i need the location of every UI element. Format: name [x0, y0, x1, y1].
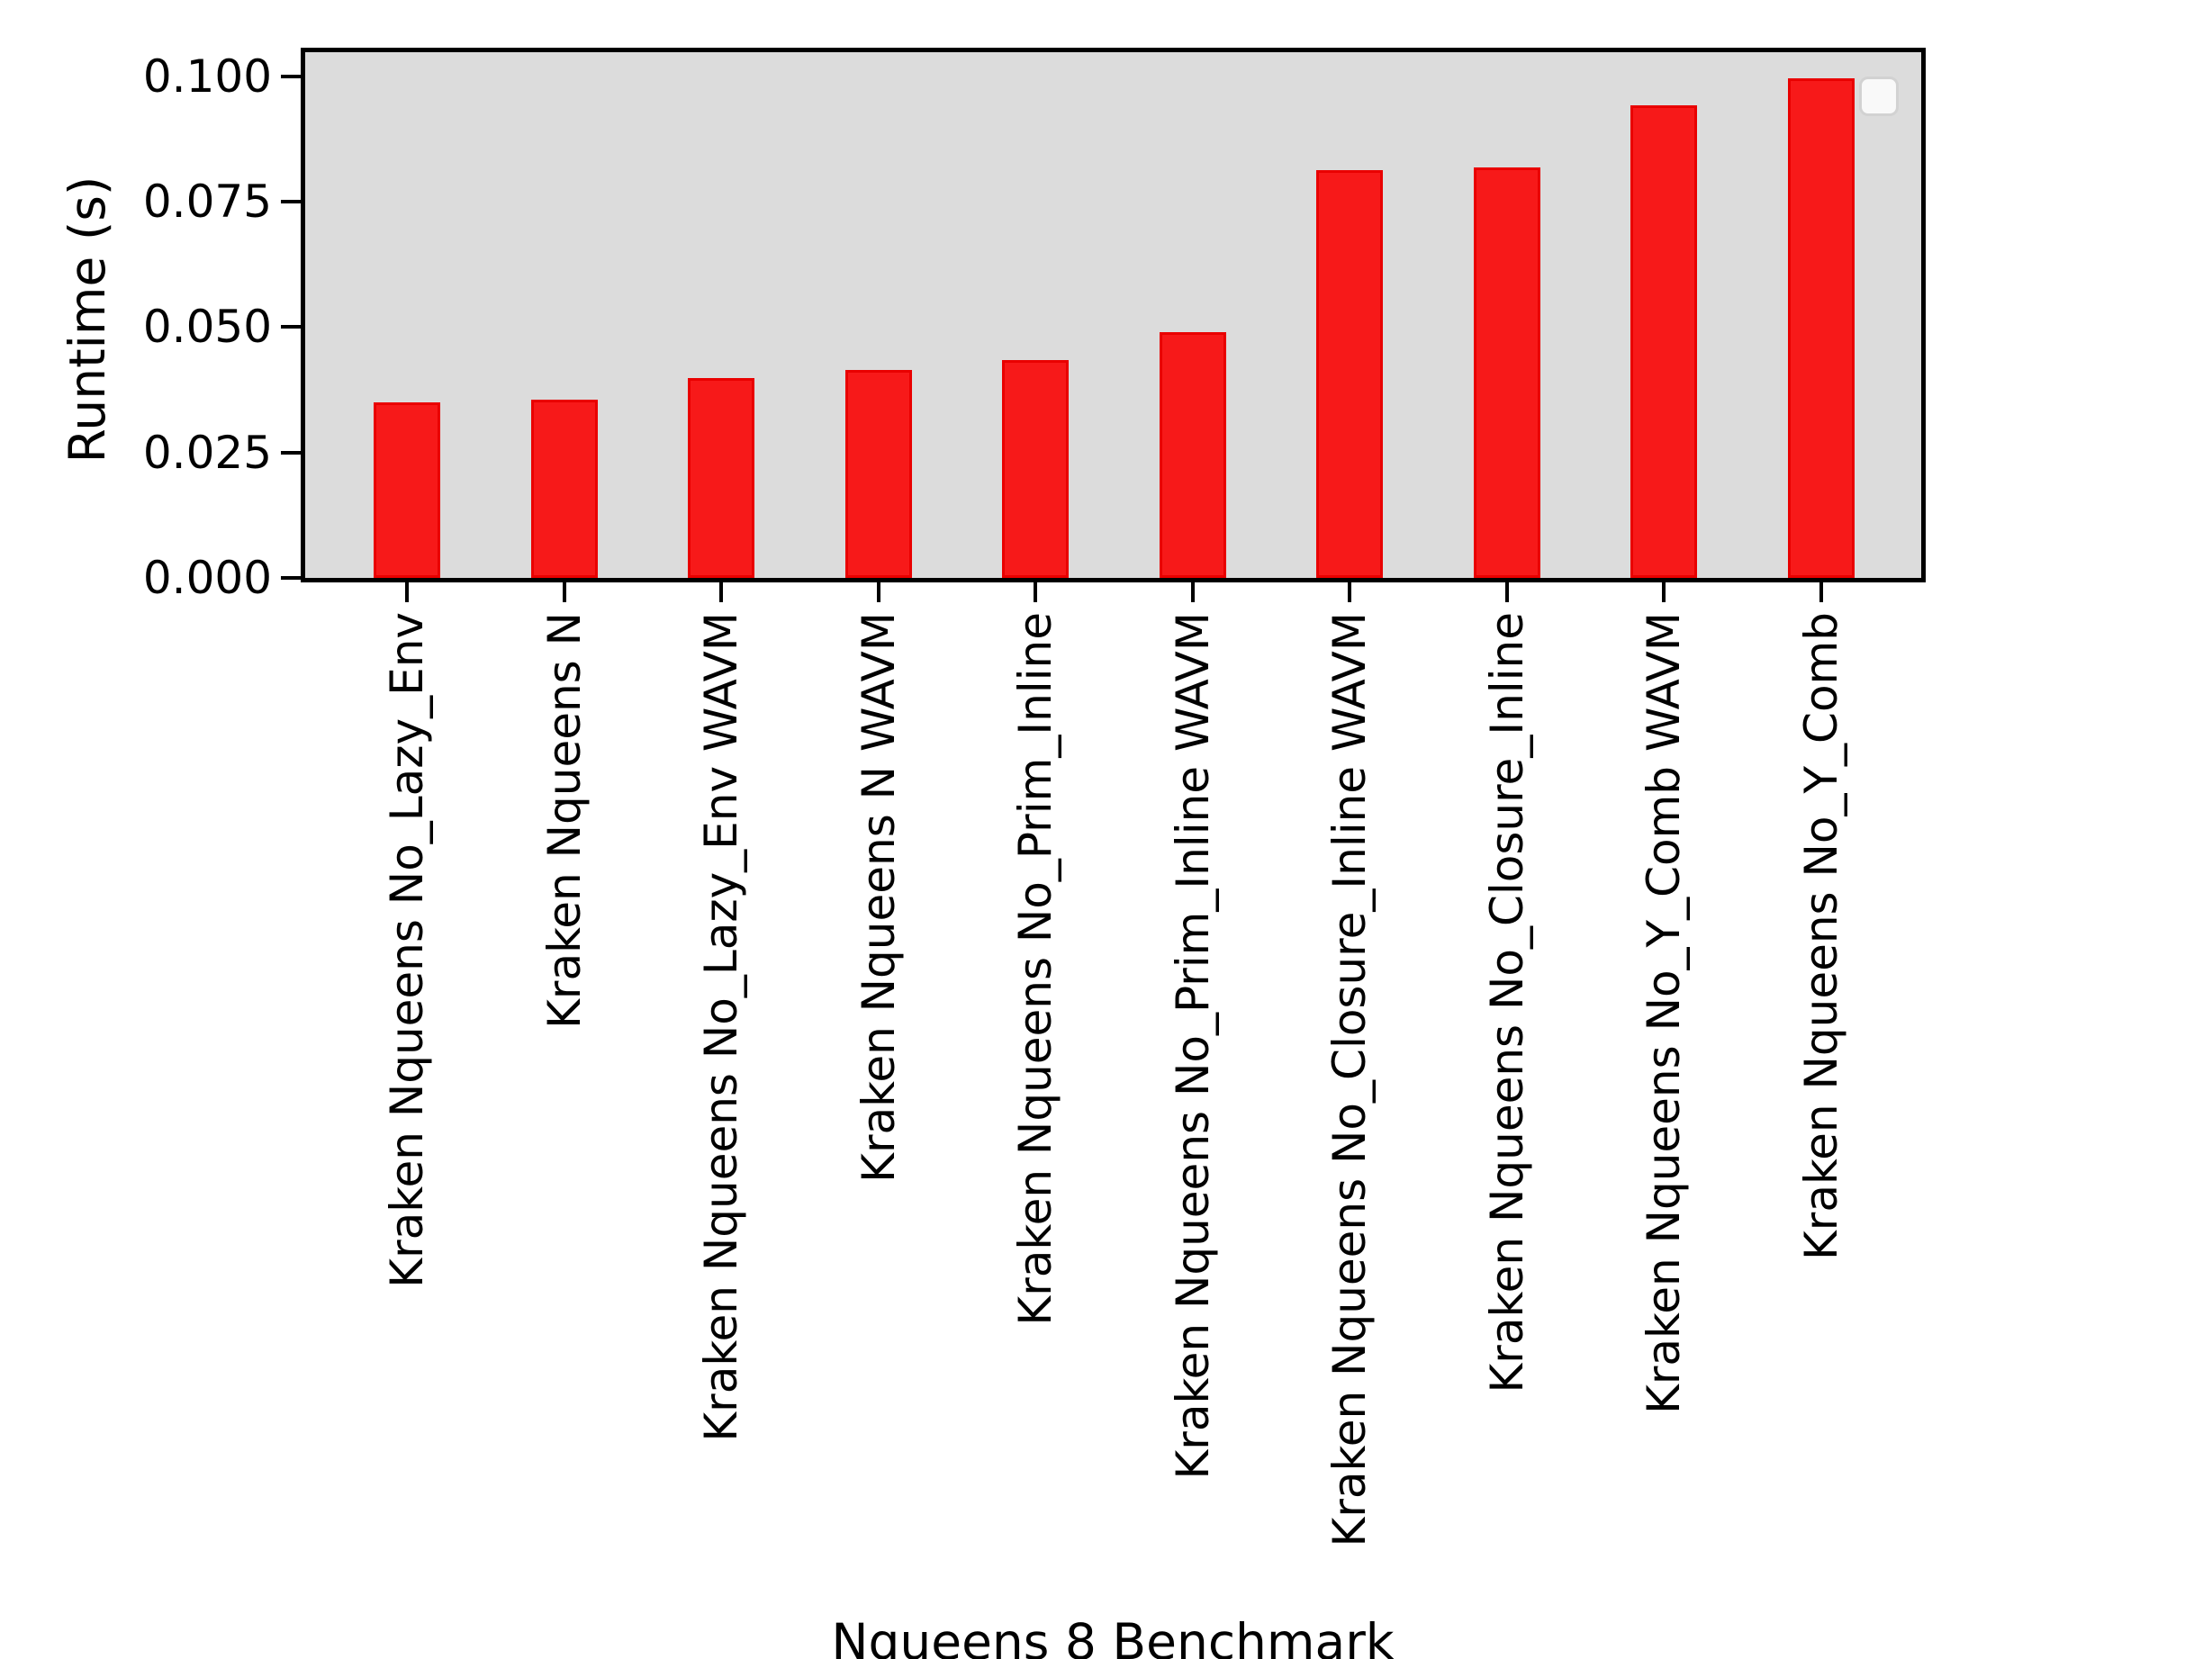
y-tick-mark-1 — [281, 451, 301, 455]
x-tick-mark-3 — [877, 582, 880, 602]
x-tick-mark-6 — [1348, 582, 1351, 602]
bar-7 — [1473, 167, 1540, 578]
x-tick-mark-8 — [1662, 582, 1666, 602]
x-tick-label-8: Kraken Nqueens No_Y_Comb WAVM — [1638, 612, 1690, 1414]
bar-2 — [688, 378, 754, 578]
legend-box — [1859, 77, 1899, 116]
x-tick-label-2: Kraken Nqueens No_Lazy_Env WAVM — [695, 612, 747, 1442]
bar-5 — [1159, 332, 1226, 578]
y-tick-label-0: 0.000 — [142, 552, 272, 604]
bar-8 — [1630, 105, 1697, 578]
y-tick-label-4: 0.100 — [142, 50, 272, 103]
x-tick-mark-0 — [405, 582, 409, 602]
bar-1 — [530, 400, 598, 578]
bar-4 — [1002, 360, 1069, 578]
y-tick-mark-0 — [281, 576, 301, 580]
x-tick-mark-2 — [719, 582, 723, 602]
x-tick-mark-4 — [1034, 582, 1037, 602]
x-tick-label-5: Kraken Nqueens No_Prim_Inline WAVM — [1167, 612, 1219, 1480]
bar-0 — [374, 402, 440, 578]
x-tick-label-6: Kraken Nqueens No_Closure_Inline WAVM — [1323, 612, 1376, 1547]
bar-3 — [844, 370, 912, 578]
x-tick-mark-7 — [1505, 582, 1509, 602]
x-tick-label-0: Kraken Nqueens No_Lazy_Env — [381, 612, 433, 1288]
x-tick-label-4: Kraken Nqueens No_Prim_Inline — [1009, 612, 1061, 1326]
bar-9 — [1787, 78, 1855, 578]
x-tick-mark-9 — [1819, 582, 1823, 602]
x-tick-label-7: Kraken Nqueens No_Closure_Inline — [1481, 612, 1533, 1393]
x-tick-mark-1 — [563, 582, 566, 602]
y-tick-mark-2 — [281, 325, 301, 329]
y-tick-label-1: 0.025 — [142, 427, 272, 479]
x-tick-label-9: Kraken Nqueens No_Y_Comb — [1795, 612, 1847, 1260]
x-tick-label-1: Kraken Nqueens N — [538, 612, 591, 1029]
x-tick-label-3: Kraken Nqueens N WAVM — [853, 612, 905, 1183]
plot-area — [301, 48, 1926, 582]
bar-6 — [1316, 170, 1383, 578]
y-tick-mark-4 — [281, 75, 301, 78]
y-tick-label-3: 0.075 — [142, 176, 272, 228]
y-tick-mark-3 — [281, 200, 301, 203]
y-tick-label-2: 0.050 — [142, 301, 272, 353]
x-tick-mark-5 — [1191, 582, 1195, 602]
x-axis-label: Nqueens 8 Benchmark — [831, 1613, 1395, 1659]
